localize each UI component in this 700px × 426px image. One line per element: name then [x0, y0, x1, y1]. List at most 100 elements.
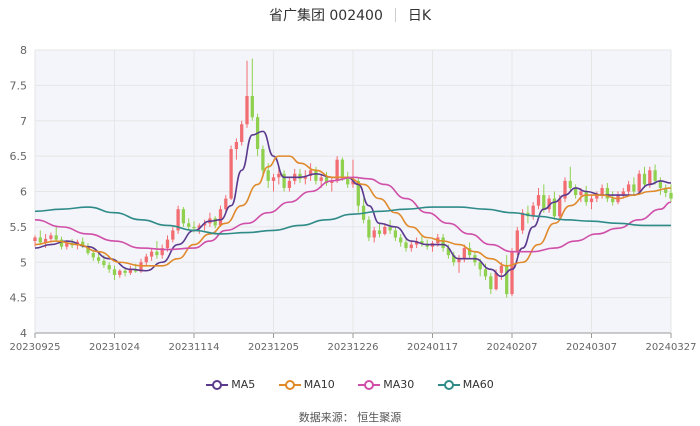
candle-body	[568, 180, 572, 188]
x-tick-label: 20240207	[487, 342, 538, 353]
candle	[414, 237, 419, 249]
candle	[218, 205, 223, 227]
candle-body	[664, 187, 668, 193]
y-tick-label: 4	[20, 327, 27, 340]
candle	[531, 202, 535, 220]
candle	[600, 184, 604, 199]
legend-item-ma30[interactable]: MA30	[358, 378, 414, 391]
candle-body	[579, 191, 583, 196]
candle-body	[648, 170, 652, 185]
candle-body	[515, 230, 519, 252]
candle	[118, 269, 122, 278]
candle-body	[335, 159, 339, 181]
candle	[213, 216, 217, 229]
candle-body	[404, 242, 408, 249]
candle-body	[250, 95, 254, 118]
candle-body	[107, 265, 111, 270]
candle-body	[234, 141, 239, 150]
legend-item-ma60[interactable]: MA60	[437, 378, 494, 391]
candle	[515, 226, 519, 256]
candle-body	[531, 205, 535, 217]
candle	[626, 180, 631, 196]
legend-label-ma5: MA5	[231, 378, 256, 391]
candle-body	[65, 243, 69, 247]
ma10-legend-icon	[278, 380, 301, 390]
candle	[383, 223, 387, 236]
candle-body	[372, 230, 376, 238]
candle	[234, 138, 239, 160]
candle-body	[346, 177, 350, 185]
candle	[653, 164, 657, 185]
candle	[632, 177, 636, 196]
candle-body	[462, 248, 466, 259]
candle-body	[573, 187, 578, 196]
candle	[505, 255, 509, 298]
candle-body	[181, 209, 186, 224]
candle-body	[33, 237, 37, 242]
candles	[33, 58, 673, 298]
candle	[409, 241, 413, 252]
candle-body	[192, 226, 196, 229]
candle	[176, 205, 180, 234]
candle	[547, 195, 551, 213]
x-tick-label: 20240307	[566, 342, 617, 353]
candle-body	[589, 198, 594, 203]
candle	[171, 226, 175, 243]
candle-body	[43, 238, 48, 243]
candle	[335, 156, 339, 184]
candle	[420, 235, 424, 247]
candle	[96, 253, 101, 264]
candle-body	[558, 198, 562, 217]
candle-body	[611, 198, 615, 203]
candle-body	[266, 170, 270, 181]
candle	[605, 183, 610, 203]
y-tick-label: 5	[20, 256, 27, 269]
candle-body	[319, 177, 323, 181]
candle-body	[144, 256, 148, 263]
candle	[489, 272, 493, 295]
x-tick-label: 20231205	[248, 342, 299, 353]
candle-body	[149, 251, 154, 257]
candle-body	[128, 269, 133, 273]
candle-body	[202, 223, 207, 226]
candle-body	[452, 255, 456, 263]
candle-body	[86, 245, 90, 254]
ma10-line	[34, 155, 672, 267]
y-tick-label: 7.5	[10, 79, 28, 92]
candle-body	[520, 212, 525, 231]
legend-item-ma5[interactable]: MA5	[206, 378, 255, 391]
candle-body	[261, 149, 265, 171]
candle-body	[621, 191, 625, 196]
candle-body	[54, 235, 58, 240]
candle	[324, 171, 329, 186]
x-tick-label: 20240117	[407, 342, 458, 353]
candle	[107, 262, 111, 273]
legend-item-ma10[interactable]: MA10	[278, 378, 335, 391]
candle-body	[187, 223, 191, 227]
legend: MA5 MA10 MA30 MA60	[0, 378, 700, 391]
candle	[393, 226, 398, 242]
legend-label-ma60: MA60	[462, 378, 494, 391]
candle-body	[351, 180, 355, 185]
candle	[54, 226, 58, 242]
candle	[112, 265, 117, 280]
x-tick-label: 20231226	[328, 342, 379, 353]
candle	[38, 230, 42, 245]
stock-name-code: 省广集团 002400	[268, 8, 383, 24]
x-tick-label: 20240327	[646, 342, 697, 353]
candle-body	[155, 251, 159, 256]
candle-body	[224, 198, 228, 210]
candle-body	[637, 173, 641, 192]
candle	[536, 187, 541, 210]
candle-body	[240, 124, 244, 142]
candle-body	[96, 257, 101, 261]
candle	[621, 187, 625, 199]
candle	[568, 166, 572, 192]
candle	[149, 248, 154, 261]
y-tick-label: 6	[20, 186, 27, 199]
candle	[155, 241, 159, 259]
candle	[308, 163, 313, 181]
candle	[202, 219, 207, 231]
candle	[595, 191, 599, 203]
candle-body	[600, 187, 604, 196]
